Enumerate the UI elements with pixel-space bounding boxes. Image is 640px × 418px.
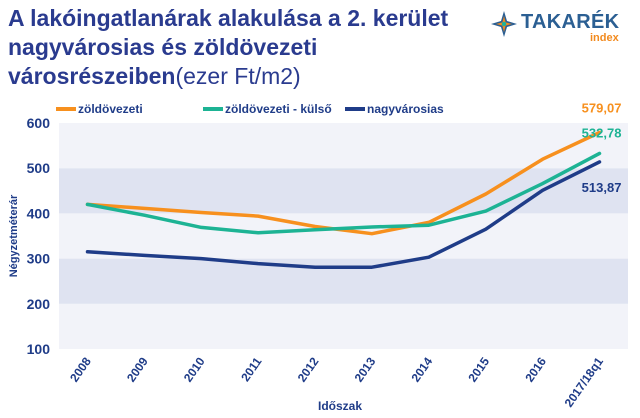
- takarek-star-icon: [491, 11, 517, 37]
- x-tick-label: 2015: [465, 354, 492, 384]
- y-axis-label: Négyzetméterár: [8, 194, 20, 277]
- x-tick-label: 2009: [124, 354, 151, 384]
- series-end-label: 579,07: [582, 100, 622, 115]
- series-line: [85, 151, 602, 235]
- x-tick-label: 2011: [238, 354, 265, 384]
- x-tick-label: 2013: [352, 354, 379, 384]
- x-tick-label: 2008: [67, 354, 94, 384]
- legend-entry: zöldövezeti - külső: [203, 102, 332, 116]
- y-tick-label: 200: [27, 296, 51, 312]
- page-title: A lakóingatlanárak alakulása a 2. kerüle…: [8, 4, 478, 91]
- y-tick-label: 400: [27, 205, 51, 221]
- legend-entry: zöldövezeti: [56, 102, 143, 116]
- x-tick-label: 2016: [522, 354, 549, 384]
- grid-band: [59, 213, 628, 259]
- series-end-label: 513,87: [582, 180, 622, 195]
- x-tick-label: 2014: [409, 354, 436, 384]
- grid-band: [59, 303, 628, 349]
- x-tick-label: 2017/18q1: [562, 354, 607, 409]
- series-end-label: 532,78: [582, 125, 622, 140]
- legend-label: nagyvárosias: [367, 102, 444, 116]
- grid-band: [59, 258, 628, 304]
- x-axis-label: Időszak: [318, 399, 362, 413]
- legend-entry: nagyvárosias: [345, 102, 444, 116]
- y-tick-label: 100: [27, 341, 51, 357]
- legend-label: zöldövezeti: [78, 102, 143, 116]
- x-tick-label: 2010: [181, 354, 208, 384]
- logo-sub: index: [590, 32, 619, 44]
- takarek-logo: TAKARÉK index: [490, 6, 634, 46]
- y-tick-label: 600: [27, 115, 51, 131]
- x-tick-label: 2012: [295, 354, 322, 384]
- logo-brand: TAKARÉK: [521, 11, 620, 33]
- y-tick-label: 500: [27, 160, 51, 176]
- legend-label: zöldövezeti - külső: [225, 102, 332, 116]
- y-tick-label: 300: [27, 251, 51, 267]
- title-text: A lakóingatlanárak alakulása a 2. kerüle…: [8, 5, 449, 89]
- grid-band: [59, 168, 628, 214]
- grid-band: [59, 123, 628, 169]
- series-line: [85, 160, 602, 269]
- price-line-chart: 100 200 300 400 500 600 2008 2009 2010 2011 2012 20…: [8, 100, 628, 413]
- title-unit: (ezer Ft/m2): [175, 63, 301, 89]
